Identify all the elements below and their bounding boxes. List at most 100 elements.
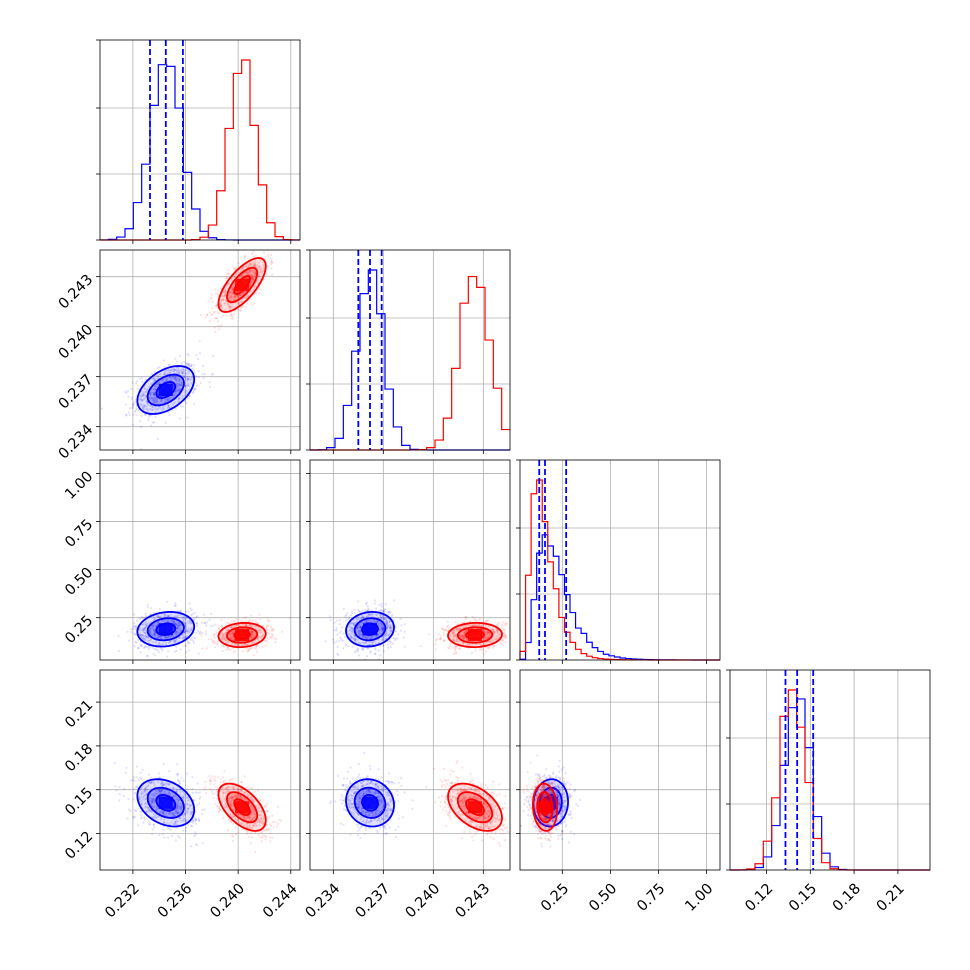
scatter-point	[491, 644, 494, 648]
scatter-point	[371, 613, 374, 616]
scatter-point	[377, 649, 381, 652]
scatter-point	[226, 628, 229, 631]
scatter-point	[365, 655, 368, 658]
scatter-point	[149, 638, 152, 641]
scatter-point	[182, 615, 186, 618]
scatter-point	[270, 636, 273, 639]
scatter-point	[477, 623, 480, 626]
scatter-point	[446, 620, 449, 623]
scatter-point	[389, 626, 392, 629]
scatter-point	[502, 632, 505, 635]
scatter-point	[241, 268, 244, 271]
scatter-point	[153, 393, 156, 396]
scatter-point	[158, 789, 162, 793]
scatter-point	[386, 643, 389, 646]
scatter-point	[359, 626, 362, 629]
scatter-point	[192, 367, 195, 370]
scatter-point	[461, 641, 464, 644]
scatter-point	[465, 637, 468, 641]
scatter-point	[152, 780, 155, 783]
scatter-point	[197, 376, 200, 379]
scatter-point	[195, 631, 198, 634]
scatter-point	[248, 629, 251, 632]
scatter-point	[368, 635, 372, 639]
scatter-point	[175, 360, 179, 363]
scatter-point	[218, 328, 221, 331]
scatter-point	[164, 642, 167, 645]
scatter-point	[468, 643, 471, 646]
scatter-point	[437, 633, 440, 636]
scatter-point	[168, 397, 171, 400]
scatter-point	[356, 626, 359, 629]
scatter-point	[216, 289, 220, 292]
scatter-point	[230, 314, 233, 317]
scatter-point	[172, 621, 176, 624]
scatter-point	[484, 631, 487, 634]
scatter-point	[183, 635, 186, 638]
scatter-point	[214, 646, 217, 649]
scatter-point	[161, 811, 165, 814]
scatter-point	[373, 599, 377, 602]
scatter-point	[177, 386, 180, 389]
scatter-point	[465, 615, 468, 619]
scatter-point	[154, 388, 157, 391]
scatter-point	[145, 636, 148, 639]
scatter-point	[195, 622, 199, 625]
scatter-point	[176, 379, 179, 382]
scatter-point	[178, 782, 182, 785]
scatter-point	[382, 636, 385, 639]
scatter-point	[266, 254, 270, 257]
scatter-point	[186, 631, 189, 634]
scatter-point	[201, 632, 204, 635]
scatter-point	[147, 622, 150, 625]
scatter-point	[403, 630, 406, 633]
scatter-point	[457, 627, 460, 630]
scatter-point	[185, 810, 188, 813]
scatter-point	[245, 624, 248, 627]
scatter-point	[136, 380, 139, 383]
scatter-point	[391, 642, 395, 645]
scatter-point	[233, 298, 236, 301]
scatter-point	[452, 632, 455, 635]
scatter-point	[144, 637, 147, 640]
scatter-point	[463, 636, 466, 640]
scatter-point	[181, 634, 184, 637]
scatter-point	[380, 627, 384, 630]
scatter-point	[452, 652, 455, 656]
scatter-point	[167, 783, 170, 786]
scatter-point	[176, 810, 179, 813]
scatter-point	[140, 414, 143, 417]
scatter-point	[157, 637, 160, 640]
scatter-point	[366, 620, 369, 623]
scatter-point	[494, 638, 497, 641]
scatter-point	[450, 631, 453, 634]
scatter-point	[253, 262, 256, 265]
scatter-point	[173, 640, 176, 643]
scatter-point	[351, 610, 354, 613]
scatter-point	[190, 613, 193, 616]
scatter-point	[463, 630, 466, 633]
panel-1-1	[310, 250, 510, 450]
scatter-point	[208, 320, 211, 323]
scatter-point	[343, 635, 347, 638]
scatter-point	[233, 624, 236, 628]
scatter-point	[366, 647, 369, 650]
scatter-point	[402, 636, 405, 639]
scatter-point	[484, 620, 487, 624]
scatter-point	[166, 372, 169, 375]
scatter-point	[215, 306, 218, 309]
scatter-point	[363, 634, 366, 638]
scatter-point	[133, 809, 136, 812]
scatter-point	[383, 634, 386, 637]
scatter-point	[187, 384, 190, 387]
scatter-point	[162, 811, 165, 814]
scatter-point	[253, 302, 256, 305]
scatter-point	[169, 640, 172, 643]
scatter-point	[181, 637, 184, 640]
scatter-point	[260, 634, 263, 637]
scatter-point	[271, 261, 274, 264]
scatter-point	[159, 792, 162, 795]
scatter-point	[155, 398, 158, 402]
scatter-point	[461, 635, 464, 638]
scatter-point	[474, 619, 477, 622]
